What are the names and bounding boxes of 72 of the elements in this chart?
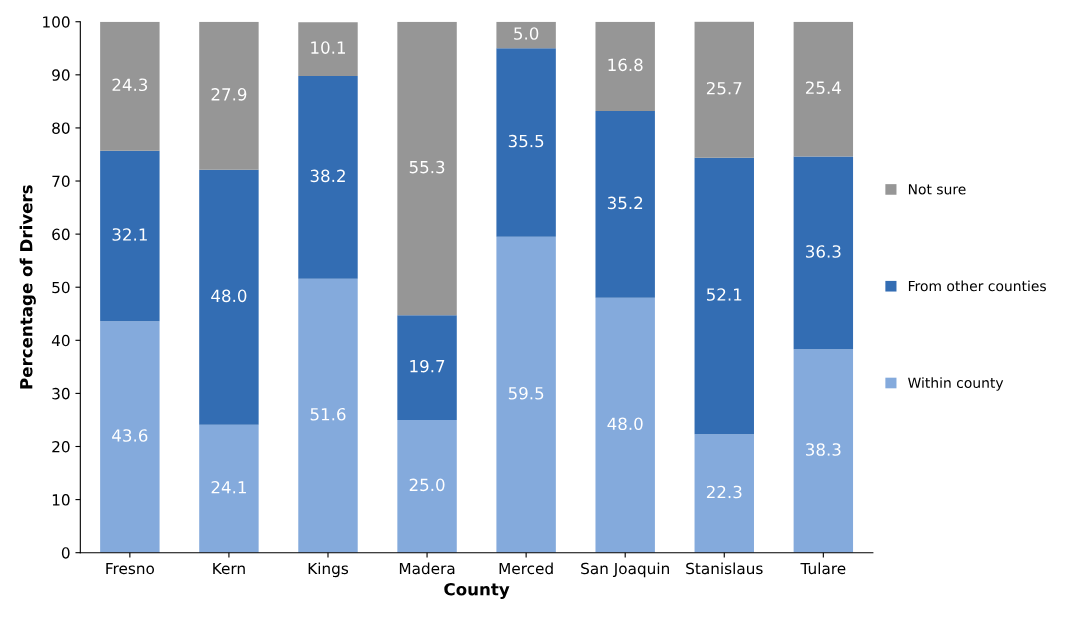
x-tick-label: San Joaquin bbox=[581, 562, 669, 578]
y-tick-label: 40 bbox=[51, 334, 70, 347]
y-tick-label: 50 bbox=[52, 281, 70, 294]
data-label: 16.8 bbox=[608, 58, 643, 72]
data-label: 38.3 bbox=[806, 443, 841, 456]
data-label: 48.0 bbox=[607, 417, 643, 431]
data-label: 36.3 bbox=[806, 245, 841, 258]
x-tick-label: Madera bbox=[399, 562, 455, 575]
bar bbox=[595, 110, 655, 298]
bar bbox=[496, 48, 556, 237]
x-tick-label: Tulare bbox=[800, 562, 846, 575]
data-label: 32.1 bbox=[112, 228, 147, 241]
bar bbox=[694, 434, 754, 553]
legend-label: Within county bbox=[908, 377, 1004, 391]
bar bbox=[199, 424, 259, 553]
y-axis-title: Percentage of Drivers bbox=[19, 185, 36, 389]
bar bbox=[397, 315, 457, 420]
data-label: 43.6 bbox=[112, 429, 148, 442]
data-label: 59.5 bbox=[508, 386, 544, 400]
data-label: 48.0 bbox=[211, 289, 247, 303]
bar bbox=[793, 156, 854, 350]
bar bbox=[100, 150, 160, 322]
y-tick-label: 90 bbox=[52, 69, 70, 81]
x-tick-label: Kings bbox=[308, 562, 349, 578]
bar bbox=[199, 21, 259, 170]
bar bbox=[298, 278, 358, 553]
x-axis-title: County bbox=[444, 582, 510, 599]
data-label: 24.3 bbox=[112, 78, 148, 92]
y-tick-label: 80 bbox=[52, 122, 70, 134]
data-label: 38.2 bbox=[310, 169, 345, 183]
data-label: 27.9 bbox=[211, 88, 247, 101]
legend-label: Not sure bbox=[908, 184, 966, 195]
bar bbox=[397, 21, 457, 316]
bar bbox=[100, 21, 160, 151]
y-tick-label: 0 bbox=[61, 547, 70, 559]
data-label: 24.1 bbox=[211, 480, 246, 494]
bar bbox=[694, 157, 754, 435]
data-label: 52.1 bbox=[707, 288, 742, 301]
data-label: 35.5 bbox=[508, 134, 544, 148]
y-tick-label: 20 bbox=[52, 440, 70, 453]
data-label: 25.7 bbox=[706, 81, 742, 95]
x-tick-label: Kern bbox=[213, 562, 245, 575]
bar bbox=[793, 349, 854, 553]
bar bbox=[496, 21, 556, 49]
data-label: 25.4 bbox=[806, 81, 841, 94]
legend-label: From other counties bbox=[908, 280, 1046, 292]
y-tick-label: 10 bbox=[52, 494, 70, 506]
bar bbox=[595, 21, 655, 111]
y-tick-label: 70 bbox=[52, 175, 70, 188]
data-label: 10.1 bbox=[311, 41, 346, 54]
bar bbox=[595, 297, 655, 553]
bar bbox=[100, 321, 160, 553]
bar bbox=[793, 21, 854, 157]
x-tick-label: Stanislaus bbox=[686, 562, 763, 575]
x-tick-label: Fresno bbox=[106, 562, 155, 575]
bar bbox=[298, 22, 358, 76]
bar bbox=[199, 169, 259, 425]
data-label: 22.3 bbox=[706, 485, 742, 499]
data-label: 35.2 bbox=[607, 196, 643, 210]
data-label: 51.6 bbox=[310, 407, 346, 421]
data-label: 19.7 bbox=[410, 359, 445, 373]
x-tick-label: Merced bbox=[499, 562, 553, 575]
y-tick-label: 60 bbox=[52, 228, 70, 241]
data-label: 55.3 bbox=[409, 160, 445, 174]
bar bbox=[397, 419, 457, 553]
data-label: 25.0 bbox=[409, 478, 445, 492]
y-tick-label: 100 bbox=[43, 16, 70, 28]
bar bbox=[694, 21, 754, 158]
data-label: 5.0 bbox=[514, 27, 539, 40]
bar bbox=[496, 236, 556, 553]
bar bbox=[298, 75, 358, 279]
y-tick-label: 30 bbox=[52, 387, 70, 400]
